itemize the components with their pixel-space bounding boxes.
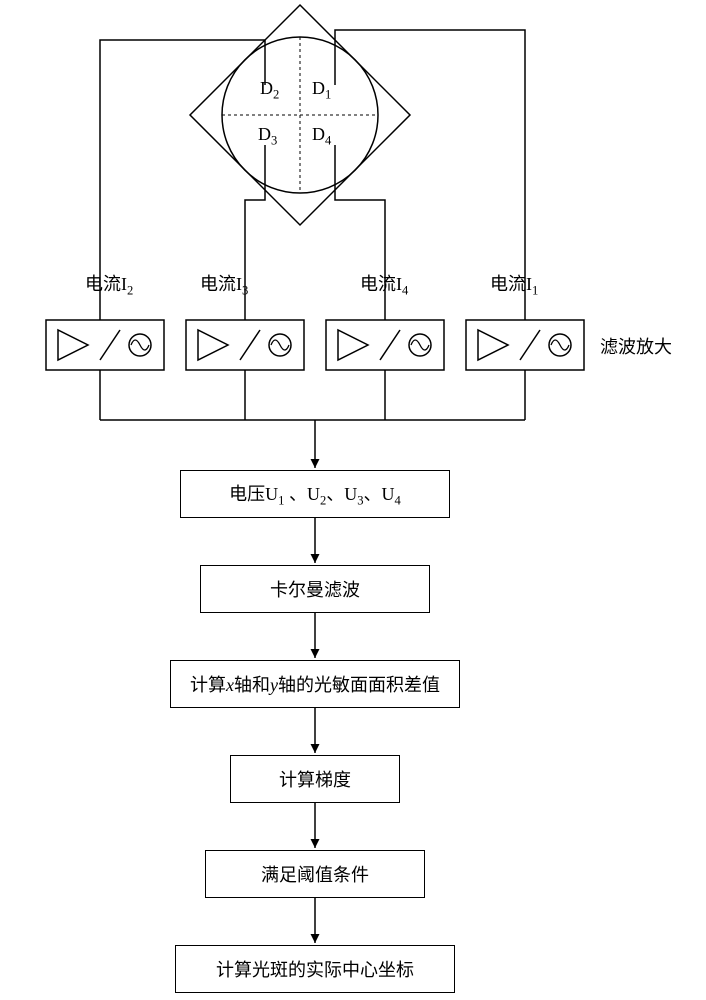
amp-2-internals — [186, 320, 304, 370]
amp-3-internals — [326, 320, 444, 370]
area-diff-box: 计算x轴和y轴的光敏面面积差值 — [170, 660, 460, 708]
quadrant-d2-label: D2 — [260, 78, 279, 103]
quadrant-d1-label: D1 — [312, 78, 331, 103]
gradient-box: 计算梯度 — [230, 755, 400, 803]
amp-1-internals — [46, 320, 164, 370]
quadrant-d4-label: D4 — [312, 124, 331, 149]
quadrant-d3-label: D3 — [258, 124, 277, 149]
detector-diamond — [190, 5, 410, 225]
current-i1-label: 电流I1 — [490, 270, 538, 299]
diagram-canvas: D2 D1 D3 D4 电流I2 电流I3 电流I4 电流I1 滤波放大 电压U… — [0, 0, 706, 1000]
amp-row-label: 滤波放大 — [600, 333, 672, 359]
amp-4-internals — [466, 320, 584, 370]
current-i3-label: 电流I3 — [200, 270, 248, 299]
kalman-box: 卡尔曼滤波 — [200, 565, 430, 613]
voltage-box: 电压U1 、U2、U3、U4 — [180, 470, 450, 518]
current-i2-label: 电流I2 — [85, 270, 133, 299]
threshold-box: 满足阈值条件 — [205, 850, 425, 898]
coord-box: 计算光斑的实际中心坐标 — [175, 945, 455, 993]
current-i4-label: 电流I4 — [360, 270, 408, 299]
